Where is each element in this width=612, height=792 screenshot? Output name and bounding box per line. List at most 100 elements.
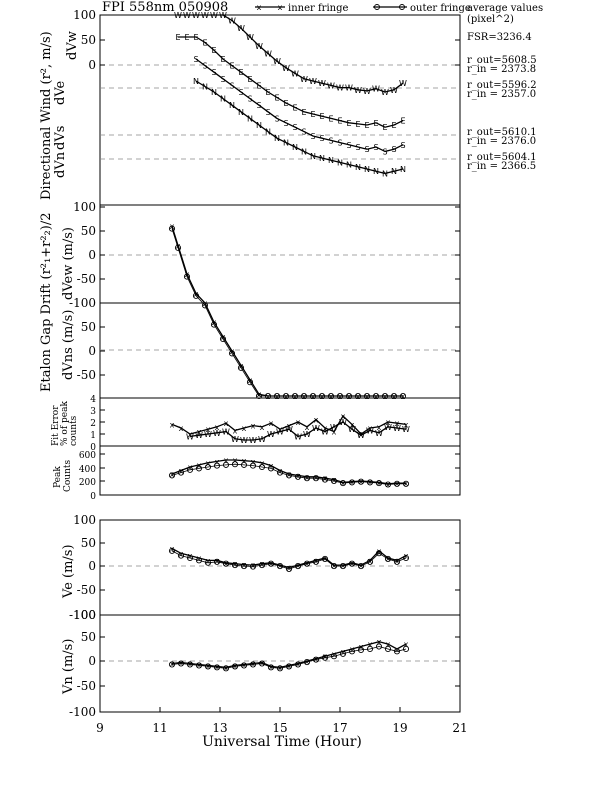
point-3: x [197, 660, 202, 669]
point-4: x [203, 299, 208, 308]
y-tick-label-2: 2 [90, 419, 96, 429]
point-17 [318, 392, 326, 400]
point-7 [231, 663, 239, 670]
point-18 [330, 563, 338, 570]
point-23: x [374, 392, 379, 401]
point-3: W [213, 429, 221, 438]
point-7: x [233, 560, 238, 569]
point-18 [327, 392, 335, 400]
point-5 [210, 321, 218, 328]
point-4 [204, 663, 212, 670]
point-0: x [170, 420, 175, 429]
point-3 [195, 557, 203, 564]
point-5: x [215, 457, 220, 466]
x-axis-label: Universal Time (Hour) [202, 734, 362, 750]
point-19 [339, 650, 347, 657]
annotation-5: r_out=5610.1 [467, 127, 537, 138]
point-4: W [222, 428, 230, 437]
panel-frame-0 [99, 14, 461, 399]
panel-frame-2 [99, 445, 461, 496]
point-8 [240, 563, 248, 570]
y-tick-label-1: 400 [79, 465, 96, 475]
point-0 [168, 547, 176, 554]
point-11 [267, 664, 275, 671]
point-15: N [328, 156, 334, 165]
point-14 [291, 392, 299, 400]
point-5: x [215, 662, 220, 671]
point-1: S [202, 62, 207, 71]
point-22: x [368, 424, 373, 433]
point-9 [246, 379, 254, 386]
point-8: S [265, 108, 270, 117]
point-12: x [278, 663, 283, 672]
point-18: x [332, 650, 337, 659]
point-2: W [204, 430, 212, 439]
series-1 [168, 547, 410, 572]
y-tick-label-2: 0 [88, 248, 96, 262]
point-24 [384, 555, 392, 563]
point-19: N [364, 165, 370, 174]
point-10 [258, 660, 266, 667]
point-7: W [237, 24, 245, 33]
point-22 [366, 479, 374, 486]
series-1 [168, 461, 410, 488]
point-26 [402, 554, 410, 562]
point-3 [195, 662, 203, 669]
point-1: W [183, 11, 191, 20]
point-18: S [355, 143, 360, 152]
point-2: x [185, 270, 190, 279]
x-tick-label-2: 13 [212, 721, 227, 735]
point-14: N [319, 154, 325, 163]
point-25: x [395, 419, 400, 428]
y-tick-label-2: 0 [88, 58, 96, 72]
point-5: S [238, 88, 243, 97]
point-5: W [231, 435, 239, 444]
point-2: W [192, 11, 200, 20]
point-0 [168, 225, 176, 232]
point-18: x [329, 392, 334, 401]
point-11 [264, 392, 272, 400]
point-23: x [377, 423, 382, 432]
point-6: x [224, 663, 229, 672]
y-tick-label-0: 100 [73, 513, 96, 527]
point-22: x [365, 392, 370, 401]
point-12: S [301, 128, 306, 137]
point-24 [384, 481, 392, 488]
point-17 [321, 654, 329, 661]
point-20 [348, 648, 356, 655]
point-4: x [206, 459, 211, 468]
point-0: W [174, 11, 182, 20]
chart-title: FPI 558nm 050908 [102, 0, 228, 15]
x-tick-label-6: 21 [452, 721, 467, 735]
annotation-3: r_out=5596.2 [467, 80, 537, 91]
point-3: N [220, 95, 226, 104]
point-14 [294, 563, 302, 570]
label-dvs: dVs [53, 126, 68, 150]
point-11: N [292, 143, 298, 152]
point-0: x [170, 222, 175, 231]
label-vn: Vn (m/s) [61, 639, 76, 695]
point-21: W [363, 87, 371, 96]
point-25: x [392, 392, 397, 401]
point-10: N [283, 139, 289, 148]
series-line-0 [171, 414, 407, 435]
point-1: x [179, 549, 184, 558]
point-12: x [278, 425, 283, 434]
label-dvns: dVns (m/s) [61, 310, 76, 380]
point-8 [240, 461, 248, 468]
point-13: S [310, 132, 315, 141]
point-7 [231, 461, 239, 468]
point-19: x [341, 561, 346, 570]
point-16: S [337, 139, 342, 148]
point-0: x [170, 470, 175, 479]
point-6: x [224, 559, 229, 568]
point-17 [321, 555, 329, 563]
point-13: x [287, 470, 292, 479]
point-10: x [257, 390, 262, 399]
point-1: x [179, 659, 184, 668]
point-9: x [251, 660, 256, 669]
point-6 [222, 560, 230, 567]
point-6: x [224, 419, 229, 428]
